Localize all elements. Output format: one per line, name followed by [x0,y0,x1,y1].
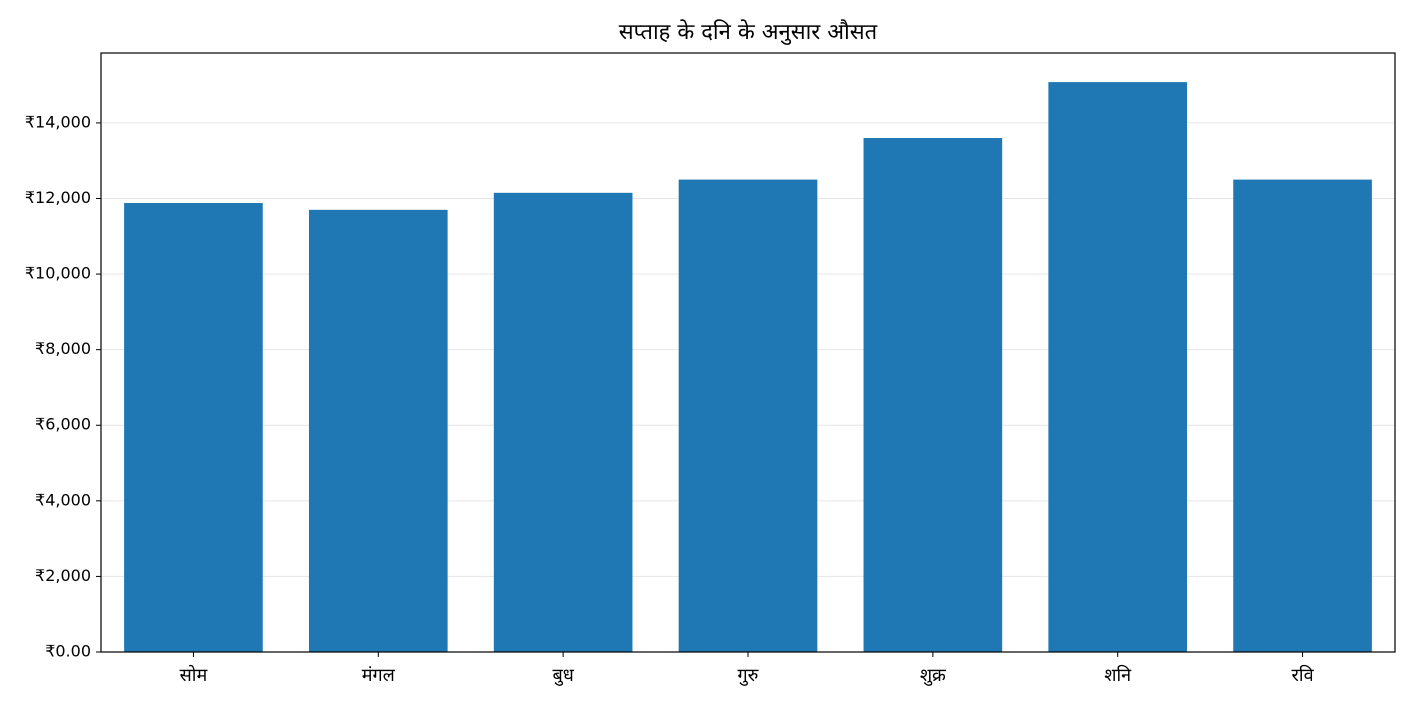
bar [493,192,633,652]
bar [1048,82,1188,653]
x-tick-label: बुध [552,665,574,686]
y-tick-label: ₹10,000 [25,264,91,283]
bar [863,138,1003,652]
x-tick-label: शुक्र [920,665,947,686]
bar [1233,179,1372,652]
chart-title: सप्ताह के दनि के अनुसार औसत [619,19,878,45]
y-tick-label: ₹6,000 [35,415,91,434]
x-tick-label: मंगल [362,665,396,686]
bar [124,203,263,652]
y-tick-label: ₹12,000 [25,188,91,207]
y-tick-label: ₹0.00 [45,642,91,661]
bar [308,209,448,652]
x-tick-label: गुरु [738,665,759,686]
y-tick-label: ₹14,000 [25,112,91,131]
y-tick-label: ₹4,000 [35,490,91,509]
x-tick-label: शनि [1104,664,1132,686]
bar [678,179,818,652]
x-tick-label: सोम [180,664,209,686]
plot-frame [100,52,1396,653]
y-tick-label: ₹2,000 [35,566,91,585]
y-tick-label: ₹8,000 [35,339,91,358]
x-tick-label: रवि [1292,664,1315,686]
